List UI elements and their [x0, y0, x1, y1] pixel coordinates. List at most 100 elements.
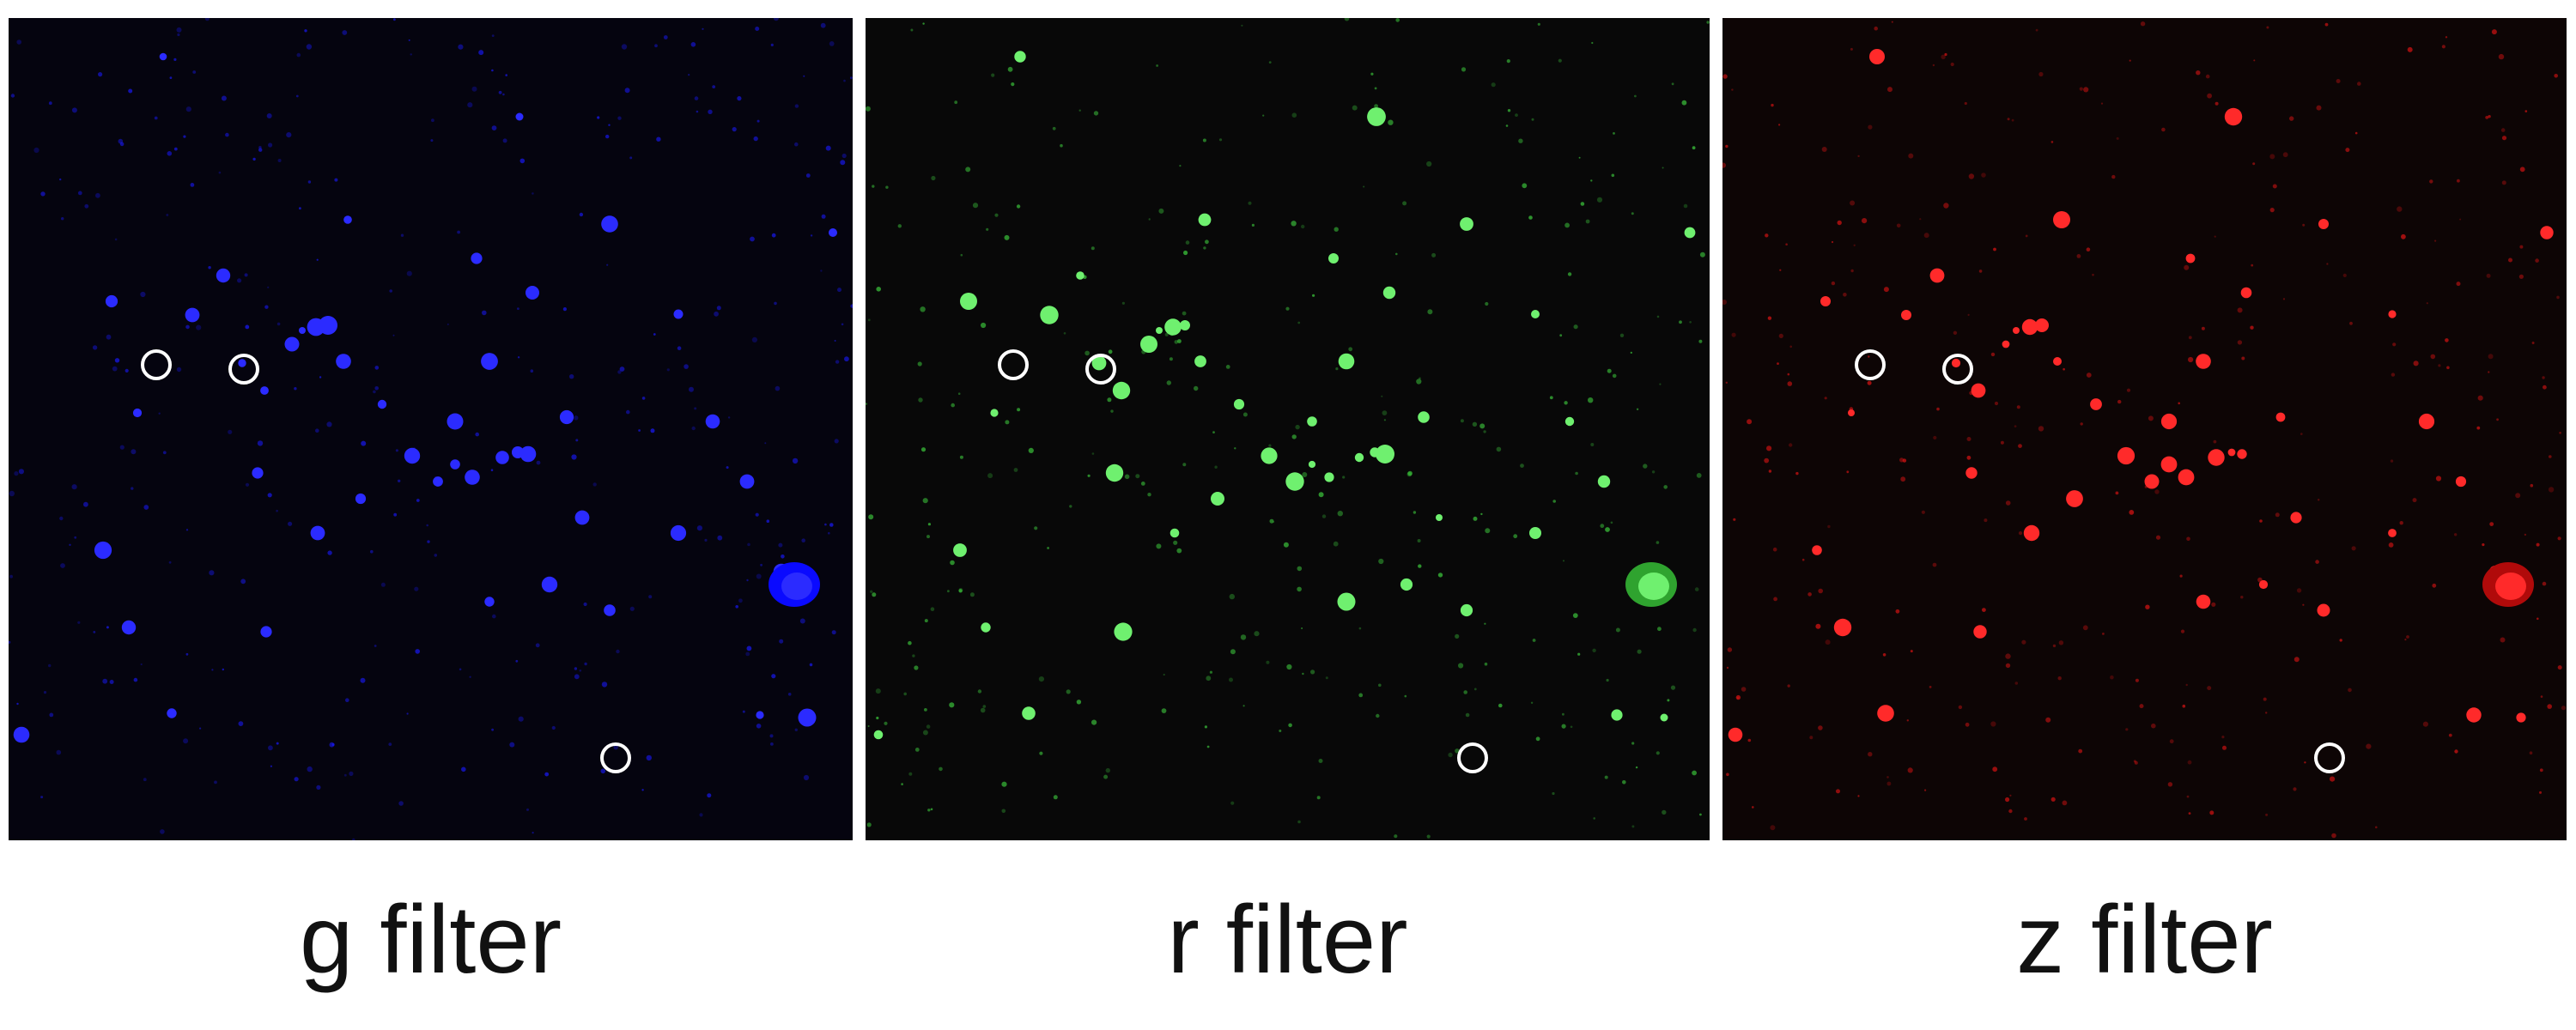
- faint-star: [544, 772, 550, 777]
- faint-star: [1924, 789, 1927, 791]
- faint-star: [2038, 71, 2044, 77]
- faint-star: [844, 356, 849, 362]
- faint-star: [392, 334, 395, 336]
- bright-star: [94, 541, 112, 560]
- faint-star: [688, 74, 690, 76]
- faint-star: [696, 525, 703, 531]
- faint-star: [1982, 608, 1986, 612]
- faint-star: [536, 460, 541, 465]
- target-marker: [1085, 354, 1116, 385]
- faint-star: [2129, 510, 2135, 515]
- faint-star: [1778, 124, 1781, 126]
- faint-star: [296, 52, 301, 58]
- faint-star: [1348, 347, 1353, 352]
- faint-star: [491, 34, 495, 37]
- faint-star: [2018, 444, 2022, 448]
- faint-star: [509, 742, 515, 748]
- faint-star: [2115, 491, 2119, 495]
- faint-star: [841, 323, 844, 326]
- faint-star: [1498, 703, 1503, 708]
- faint-star: [1164, 332, 1169, 336]
- faint-star: [927, 809, 931, 812]
- faint-star: [683, 364, 689, 369]
- faint-star: [1741, 687, 1747, 692]
- faint-star: [1981, 173, 1986, 178]
- faint-star: [574, 674, 580, 680]
- faint-star: [1787, 373, 1790, 376]
- faint-star: [1378, 683, 1382, 688]
- faint-star: [1779, 269, 1782, 271]
- faint-star: [866, 106, 871, 112]
- faint-star: [1896, 223, 1901, 228]
- faint-star: [2063, 367, 2065, 371]
- faint-star: [434, 554, 438, 557]
- faint-star: [1455, 633, 1460, 639]
- faint-star: [143, 778, 147, 782]
- faint-star: [2293, 657, 2300, 663]
- faint-star: [2454, 749, 2458, 754]
- faint-star: [2488, 371, 2490, 373]
- faint-star: [1091, 452, 1095, 455]
- r-filter-image: [866, 18, 1710, 840]
- faint-star: [2035, 28, 2038, 32]
- faint-star: [1572, 613, 1578, 618]
- faint-star: [629, 156, 633, 160]
- bright-star: [1728, 727, 1743, 742]
- faint-star: [1953, 330, 1958, 335]
- faint-star: [2388, 542, 2394, 548]
- bright-star: [377, 399, 387, 409]
- faint-star: [1028, 447, 1034, 453]
- faint-star: [1726, 666, 1729, 670]
- faint-star: [820, 270, 823, 272]
- faint-star: [2018, 531, 2023, 536]
- bright-star: [1140, 336, 1157, 353]
- faint-star: [2237, 307, 2243, 313]
- faint-star: [1807, 592, 1812, 597]
- faint-star: [1767, 316, 1772, 320]
- faint-star: [1416, 379, 1422, 385]
- faint-star: [2542, 376, 2545, 379]
- faint-star: [2500, 128, 2506, 132]
- faint-star: [922, 730, 928, 736]
- faint-star: [1689, 321, 1692, 324]
- faint-star: [2240, 596, 2244, 599]
- bright-star: [1112, 381, 1131, 400]
- faint-star: [1291, 112, 1297, 118]
- faint-star: [1076, 700, 1082, 705]
- faint-star: [1789, 443, 1793, 447]
- faint-star: [1887, 87, 1893, 93]
- faint-star: [2547, 704, 2552, 709]
- faint-star: [1575, 471, 1578, 476]
- faint-star: [1766, 445, 1772, 451]
- faint-star: [1950, 62, 1954, 67]
- faint-star: [870, 590, 873, 593]
- faint-star: [569, 374, 574, 379]
- faint-star: [756, 724, 762, 729]
- bright-star: [105, 294, 118, 308]
- faint-star: [59, 516, 64, 521]
- faint-star: [831, 630, 836, 635]
- faint-star: [2339, 639, 2342, 642]
- faint-star: [1084, 350, 1090, 356]
- faint-star: [1230, 649, 1236, 655]
- faint-star: [1473, 688, 1477, 691]
- faint-star: [1941, 54, 1946, 59]
- faint-star: [2349, 321, 2353, 325]
- faint-star: [1520, 464, 1524, 468]
- faint-star: [1458, 663, 1464, 669]
- faint-star: [1692, 770, 1697, 776]
- faint-star: [14, 471, 19, 476]
- target-marker: [1457, 742, 1488, 773]
- faint-star: [414, 586, 419, 591]
- bright-star: [336, 354, 351, 369]
- faint-star: [276, 509, 278, 512]
- faint-star: [747, 542, 750, 547]
- faint-star: [770, 43, 774, 46]
- faint-star: [920, 447, 927, 452]
- bright-star: [2317, 603, 2330, 617]
- faint-star: [1656, 541, 1660, 544]
- faint-star: [98, 72, 103, 77]
- faint-star: [1344, 18, 1350, 21]
- faint-star: [755, 27, 760, 31]
- faint-star: [1900, 476, 1906, 482]
